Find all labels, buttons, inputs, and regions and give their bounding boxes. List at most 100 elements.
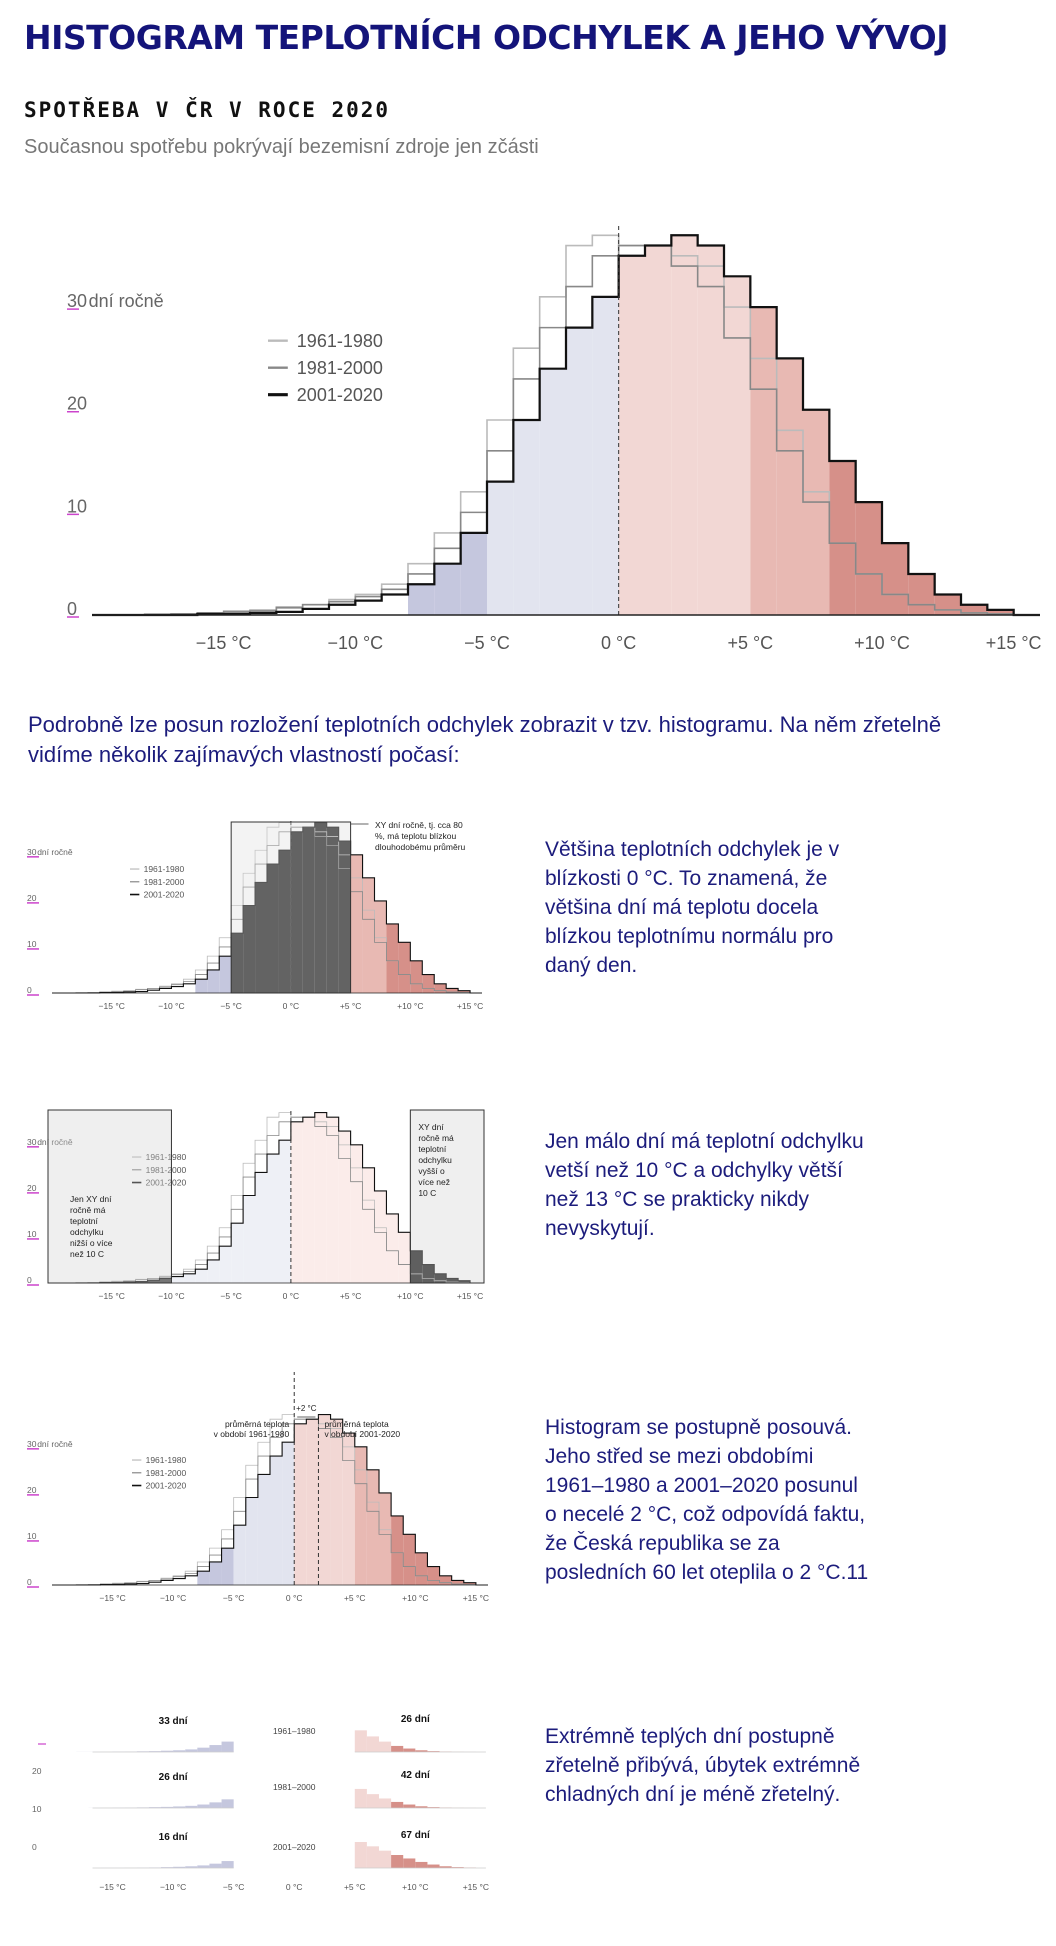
histogram-bin: [314, 822, 327, 993]
histogram-bin: [255, 1172, 267, 1283]
histogram-bin: [446, 988, 459, 993]
y-tick-label: 30: [67, 291, 87, 311]
tail-bin: [354, 1788, 367, 1808]
annotation-text-cold: ročně má: [70, 1205, 106, 1215]
x-tick-label: +5 °C: [727, 633, 773, 653]
annotation-text-warm: XY dní: [418, 1122, 444, 1132]
x-tick-label: −15 °C: [99, 1001, 125, 1011]
histogram-bin: [209, 1561, 222, 1585]
histogram-bin: [408, 584, 435, 615]
annotation-text-cold: odchylku: [70, 1227, 104, 1237]
y-tick-label: 20: [27, 1183, 37, 1193]
mean-annotation-right: průměrná teplota: [324, 1419, 389, 1429]
tail-bin: [161, 1806, 174, 1808]
y-tick-label: 10: [27, 1229, 37, 1239]
main-histogram-chart: −15 °C −10 °C −5 °C 0 °C +5 °C +10 °C +15 °C 0 1…: [67, 225, 1042, 653]
tail-bin: [209, 1802, 222, 1808]
y-tick-label: 0: [27, 1577, 32, 1587]
histogram-bin: [374, 1190, 387, 1283]
histogram-bin: [330, 1419, 343, 1585]
y-tick-label: 30: [27, 1137, 37, 1147]
legend-label: 1961-1980: [146, 1152, 187, 1162]
tail-bin: [185, 1866, 198, 1868]
histogram-bin: [724, 276, 751, 615]
panel-1-chart: −15 °C −10 °C −5 °C 0 °C +5 °C +10 °C +15 °C 0 1…: [27, 818, 483, 1011]
tail-bin: [185, 1805, 198, 1808]
x-tick-label: −15 °C: [99, 1291, 125, 1301]
histogram-bin: [566, 327, 593, 615]
annotation-text-cold: nižší o více: [70, 1238, 113, 1248]
tail-bin: [148, 1751, 161, 1752]
x-tick-label: −10 °C: [158, 1001, 184, 1011]
histogram-bin: [618, 255, 645, 615]
histogram-bin: [231, 933, 244, 993]
histogram-bin: [195, 1269, 208, 1283]
histogram-bin: [463, 1582, 476, 1585]
intro-paragraph: Podrobně lze posun rozložení teplotních …: [28, 712, 942, 767]
annotation-text: dlouhodobému průměru: [375, 842, 466, 852]
histogram-bin: [350, 1144, 363, 1283]
legend-label: 2001-2020: [146, 1481, 187, 1491]
annotation-text-cold: Jen XY dní: [70, 1194, 112, 1204]
histogram-bin: [290, 831, 303, 993]
histogram-bin: [451, 1580, 464, 1585]
histogram-bin: [592, 296, 619, 615]
tail-bin: [209, 1863, 222, 1868]
x-tick-label: −10 °C: [160, 1593, 186, 1603]
histogram-bin: [458, 990, 471, 993]
histogram-bin: [379, 1492, 392, 1585]
histogram-bin: [386, 1213, 399, 1283]
mean-annotation-left: průměrná teplota: [225, 1419, 290, 1429]
tail-bin: [197, 1804, 210, 1808]
tail-bin: [427, 1864, 440, 1868]
histogram-bin: [255, 882, 267, 993]
histogram-bin: [183, 1273, 196, 1283]
histogram-bin: [422, 1264, 435, 1283]
histogram-bin: [882, 543, 909, 615]
histogram-bin: [342, 1433, 355, 1585]
tail-bin: [379, 1850, 392, 1868]
x-tick-label: +15 °C: [463, 1593, 489, 1603]
histogram-bin: [326, 1117, 339, 1283]
page-title: HISTOGRAM TEPLOTNÍCH ODCHYLEK A JEHO VÝV…: [24, 18, 949, 57]
histogram-bin: [539, 368, 566, 615]
x-tick-label: −10 °C: [158, 1291, 184, 1301]
y-tick-label: 20: [32, 1766, 42, 1776]
y-tick-label: 0: [27, 985, 32, 995]
histogram-bin: [697, 245, 724, 616]
y-tick-label: 20: [67, 394, 87, 414]
annotation-text-warm: vyšší o: [418, 1166, 445, 1176]
histogram-bin: [302, 827, 315, 993]
warm-days-label: 67 dní: [401, 1830, 431, 1841]
histogram-bin: [487, 481, 514, 615]
annotation-text-warm: teplotní: [418, 1144, 447, 1154]
legend-label: 1961-1980: [297, 331, 383, 351]
histogram-bin: [934, 594, 961, 615]
x-tick-label: +15 °C: [457, 1291, 483, 1301]
histogram-bin: [243, 1195, 256, 1283]
histogram-bin: [338, 1131, 351, 1283]
histogram-bin: [243, 905, 256, 993]
panel-3-text: Histogram se postupně posouvá. Jeho stře…: [545, 1416, 869, 1584]
tail-bin: [366, 1846, 379, 1868]
x-tick-label: +5 °C: [340, 1291, 362, 1301]
x-tick-label: +5 °C: [344, 1593, 366, 1603]
y-tick-label: 10: [27, 939, 37, 949]
annotation-text: %, má teplotu blízkou: [375, 831, 457, 841]
histogram-bin: [302, 1117, 315, 1283]
histogram-bin: [513, 420, 540, 615]
tail-bin: [415, 1750, 428, 1752]
highlight-box-cold: [47, 1109, 172, 1284]
series-line-2001-2020: [52, 822, 482, 994]
x-tick-label: +10 °C: [402, 1882, 428, 1892]
warm-days-label: 26 dní: [401, 1714, 431, 1725]
histogram-bin: [398, 1232, 411, 1283]
tail-bin: [209, 1745, 222, 1752]
y-tick-label: 0: [32, 1842, 37, 1852]
histogram-bin: [231, 1223, 244, 1283]
tail-bin: [221, 1799, 234, 1808]
histogram-bin: [460, 532, 487, 615]
x-tick-label: −5 °C: [220, 1291, 242, 1301]
panel-4-chart: 33 dní 26 dní 1961–1980 26 dní 42 dní 1981–20…: [32, 1714, 489, 1892]
x-tick-label: +10 °C: [402, 1593, 428, 1603]
